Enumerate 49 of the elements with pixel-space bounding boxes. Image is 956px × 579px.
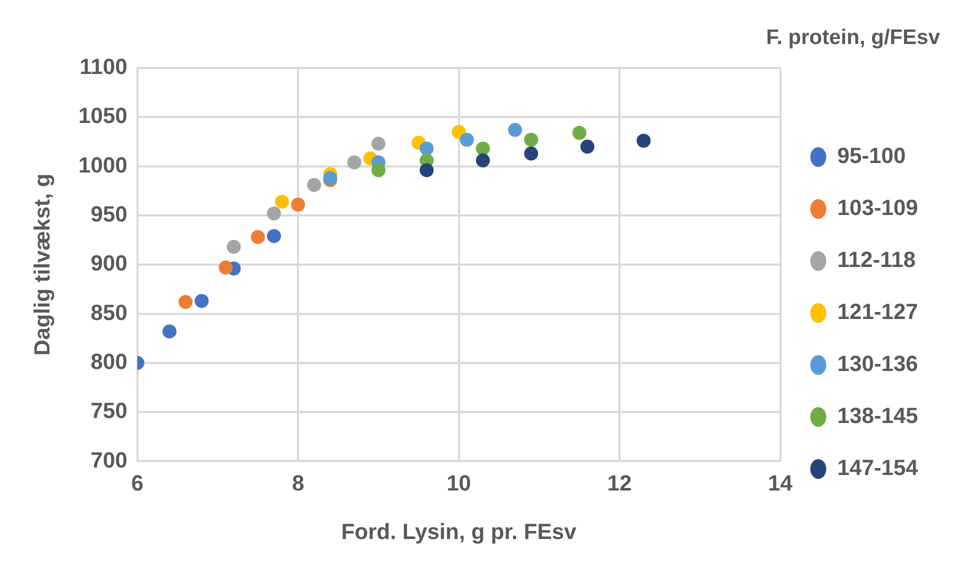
point [162,324,176,338]
legend-title: F. protein, g/FEsv [766,26,940,49]
x-tick-label: 12 [607,470,632,496]
point [572,126,586,140]
point [476,153,490,168]
legend-label: 95-100 [837,143,906,168]
point [275,194,289,209]
x-tick-label: 8 [292,470,304,496]
legend-label: 112-118 [837,247,916,272]
legend-label: 121-127 [837,299,918,324]
point [194,294,209,308]
point [580,140,594,154]
y-tick-label: 950 [90,202,128,227]
point [266,206,281,220]
point [250,230,265,244]
point [307,178,322,192]
y-tick-label: 700 [90,447,128,472]
point [226,240,241,254]
x-tick-label: 6 [131,470,144,496]
point [178,294,193,309]
x-axis-title: Ford. Lysin, g pr. FEsv [341,518,578,544]
point [347,155,362,170]
point [476,142,490,156]
y-axis-title: Daglig tilvækst, g [29,174,54,356]
point [371,163,386,178]
point [371,136,386,151]
point [266,229,281,244]
x-tick-label: 14 [768,470,794,496]
point [508,122,522,137]
y-tick-label: 1050 [78,103,128,128]
point [420,142,434,156]
y-tick-label: 1000 [78,152,128,178]
point [636,134,651,148]
legend-label: 103-109 [837,195,918,220]
point [420,163,434,178]
point [460,132,474,147]
y-tick-label: 750 [90,398,128,424]
y-tick-label: 850 [90,300,128,325]
legend-label: 138-145 [837,403,918,428]
point [218,260,233,275]
point [291,198,306,212]
legend-label: 147-154 [837,455,919,480]
x-tick-label: 10 [446,470,472,496]
y-tick-label: 900 [90,250,128,276]
legend-label: 130-136 [837,351,918,376]
point [524,146,538,161]
y-tick-label: 800 [90,348,128,374]
y-tick-label: 1100 [80,54,128,80]
point [524,132,538,147]
